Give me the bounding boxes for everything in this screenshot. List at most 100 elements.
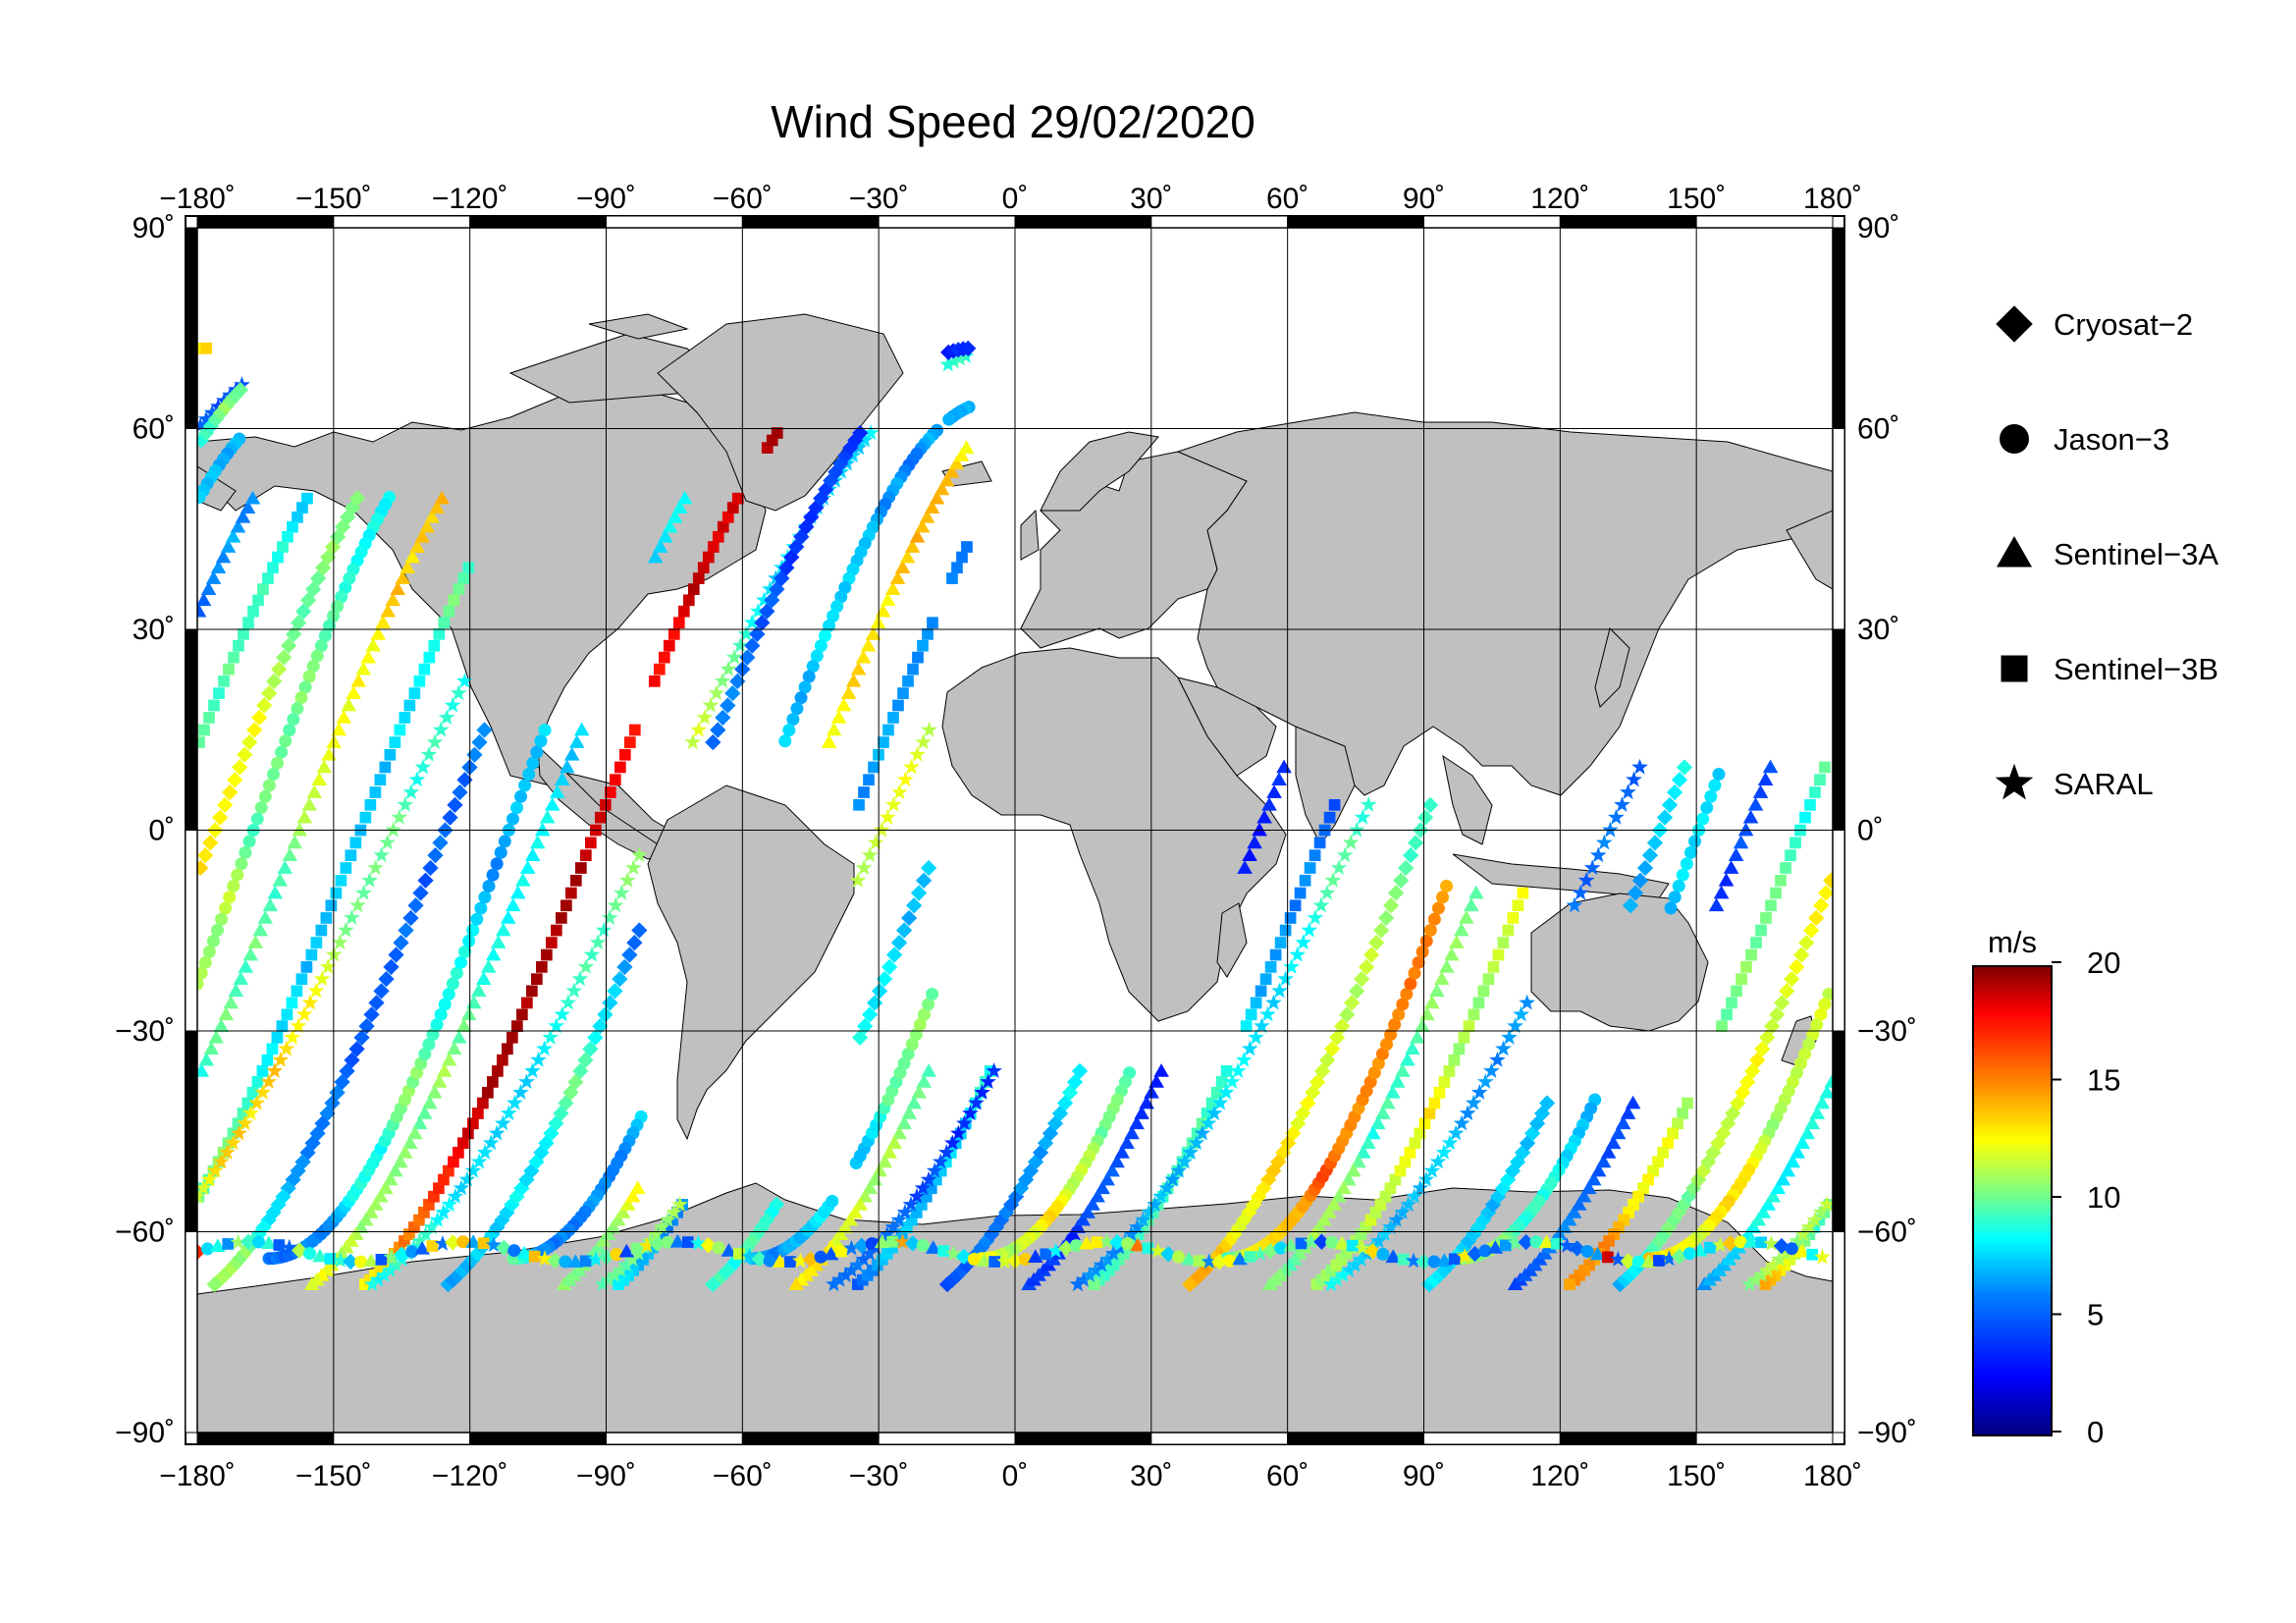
square-track-point [208, 699, 220, 712]
lat-tick-left: −30˚ [115, 1015, 175, 1048]
star-track-point [921, 721, 937, 737]
star-track-point [213, 1153, 230, 1169]
star-track-point [1577, 872, 1595, 888]
star-track-point [956, 1114, 973, 1131]
lon-tick-bottom: −150˚ [295, 1460, 372, 1492]
square-track-point [497, 1054, 508, 1066]
square-track-point [905, 1214, 918, 1226]
star-track-point [307, 982, 325, 999]
square-track-point [733, 1248, 745, 1260]
triangle-track-point [567, 1254, 584, 1268]
star-track-point [367, 859, 384, 876]
star-track-point [1353, 1251, 1369, 1267]
triangle-track-point [1589, 1246, 1606, 1261]
triangle-track-point [1065, 1226, 1081, 1240]
square-track-point [648, 675, 661, 687]
diamond-track-point [246, 722, 263, 738]
square-track-point [282, 530, 294, 543]
square-track-point [1750, 937, 1762, 948]
diamond-track-point [592, 1018, 609, 1035]
square-track-point [1637, 1182, 1649, 1195]
star-track-point [379, 834, 396, 850]
square-track-point [835, 1245, 847, 1258]
square-track-point [443, 1164, 454, 1177]
diamond-track-point [295, 603, 312, 620]
square-track-point [418, 1207, 430, 1218]
triangle-track-point [1365, 1125, 1381, 1140]
square-track-point [647, 1241, 659, 1254]
triangle-track-point [884, 581, 901, 595]
square-track-point [579, 1255, 592, 1268]
star-track-point [737, 625, 755, 641]
frame-bar-bottom [1150, 1432, 1289, 1445]
star-track-point [426, 733, 444, 750]
star-track-point [1211, 1094, 1229, 1110]
diamond-track-point [749, 625, 766, 642]
square-track-point [310, 937, 323, 948]
triangle-track-point [262, 897, 279, 912]
circle-track-point [242, 835, 256, 848]
diamond-track-point [616, 958, 633, 976]
triangle-track-point [1566, 1205, 1582, 1218]
square-track-point [1414, 1127, 1426, 1140]
square-track-point [1755, 924, 1767, 937]
triangle-track-point [1757, 772, 1774, 786]
lon-tick-bottom: 30˚ [1130, 1460, 1172, 1492]
circle-track-point [830, 600, 844, 614]
triangle-track-point [938, 472, 955, 487]
triangle-track-point [1419, 1006, 1435, 1021]
diamond-track-point [1398, 859, 1415, 877]
triangle-track-point [1755, 1205, 1772, 1218]
triangle-track-point [860, 637, 877, 652]
star-track-point [684, 733, 702, 750]
frame-bar-top [196, 215, 335, 229]
square-track-point [1201, 1108, 1213, 1119]
star-track-point [826, 1275, 842, 1292]
square-track-point [1040, 1248, 1052, 1261]
circle-track-point [942, 412, 956, 426]
star-track-point [1147, 1196, 1163, 1212]
square-track-point [900, 1221, 913, 1233]
frame-bar-bottom [333, 1432, 471, 1445]
triangle-track-point [1728, 847, 1744, 862]
lon-tick-top: 0˚ [1002, 183, 1029, 215]
star-track-point [397, 796, 414, 812]
circle-track-point [306, 660, 320, 674]
circle-track-point [810, 649, 824, 663]
square-track-point [262, 572, 274, 584]
triangle-track-point [1770, 1180, 1787, 1195]
square-track-point [892, 699, 904, 712]
star-track-point [702, 696, 720, 713]
star-track-point [1069, 1275, 1087, 1292]
circle-track-point [510, 801, 524, 815]
star-track-point [434, 1235, 452, 1251]
lat-tick-right: 60˚ [1857, 413, 1899, 446]
triangle-track-point [1487, 1240, 1504, 1254]
square-track-point [197, 736, 205, 748]
triangle-track-point [1464, 897, 1479, 912]
square-track-point [1497, 937, 1510, 948]
triangle-track-point [1109, 1154, 1125, 1168]
triangle-track-point [197, 592, 212, 607]
star-track-point [932, 1153, 949, 1169]
circle-track-point [219, 901, 233, 915]
diamond-track-point [232, 759, 248, 776]
square-track-point [1453, 1043, 1466, 1055]
circle-track-point [1688, 835, 1702, 848]
circle-track-point [1392, 1007, 1406, 1021]
diamond-track-point [368, 995, 385, 1011]
triangle-track-point [455, 1018, 472, 1032]
triangle-track-point [835, 697, 852, 712]
triangle-track-point [1454, 922, 1469, 937]
square-track-point [1759, 1278, 1772, 1290]
square-track-point [300, 961, 313, 973]
square-track-point [1289, 899, 1302, 912]
arabian-peninsula [1177, 676, 1277, 777]
square-track-point [472, 1108, 484, 1119]
diamond-track-point [197, 432, 210, 449]
diamond-track-point [240, 1233, 257, 1250]
square-track-point [712, 530, 724, 543]
star-track-point [926, 1162, 943, 1178]
triangle-track-point [1415, 1018, 1430, 1032]
square-track-point [1088, 1278, 1100, 1290]
